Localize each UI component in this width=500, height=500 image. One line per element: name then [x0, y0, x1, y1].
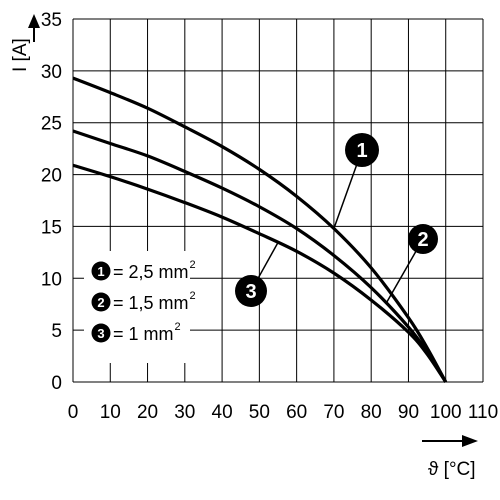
x-axis-arrow-head: [462, 435, 478, 447]
x-tick-label-30: 30: [174, 402, 195, 423]
curve-marker-1: [345, 133, 379, 167]
grid: [72, 18, 484, 383]
legend-label-1: = 2,5 mm: [113, 262, 189, 282]
curve-marker-3: [235, 275, 267, 307]
legend-marker-1: [91, 261, 111, 281]
y-tick-label-20: 20: [41, 166, 62, 187]
y-axis-label: I [A]: [10, 38, 31, 72]
y-tick-label-15: 15: [41, 217, 62, 238]
curve-markers: 1 2 3: [235, 133, 438, 307]
legend-marker-2: [91, 292, 111, 312]
x-tick-label-40: 40: [212, 402, 233, 423]
x-tick-label-50: 50: [249, 402, 270, 423]
y-tick-label-10: 10: [41, 269, 62, 290]
x-tick-label-0: 0: [68, 402, 79, 423]
x-tick-label-110: 110: [468, 402, 498, 423]
curve-marker-number-1: 1: [356, 140, 367, 162]
x-tick-label-60: 60: [286, 402, 307, 423]
y-tick-label-30: 30: [41, 62, 62, 83]
x-axis-label: ϑ [°C]: [428, 459, 476, 480]
y-tick-label-0: 0: [51, 373, 62, 394]
y-tick-label-5: 5: [51, 321, 62, 342]
series-line-1: [72, 76, 448, 383]
x-axis-title: ϑ [°C]: [422, 435, 478, 480]
legend-marker-number-3: 3: [97, 326, 104, 341]
x-tick-label-100: 100: [430, 402, 462, 423]
x-tick-label-10: 10: [100, 402, 121, 423]
legend-label-sup-3: 2: [175, 321, 181, 333]
legend-label-2: = 1,5 mm: [113, 293, 189, 313]
y-tick-label-35: 35: [41, 10, 62, 31]
x-tick-label-20: 20: [137, 402, 158, 423]
x-tick-label-70: 70: [323, 402, 344, 423]
legend-marker-number-2: 2: [97, 295, 104, 310]
legend: 1 = 2,5 mm 22 = 1,5 mm 23 = 1 mm 2: [84, 251, 196, 363]
curve-marker-2: [408, 224, 438, 254]
series-line-2: [72, 129, 448, 383]
legend-label-sup-2: 2: [190, 290, 196, 302]
legend-marker-number-1: 1: [97, 264, 104, 279]
legend-label-3: = 1 mm: [113, 324, 174, 344]
series-lines: [72, 76, 448, 383]
y-axis-title: I [A]: [10, 14, 40, 72]
series-line-3: [72, 163, 448, 383]
x-tick-label-80: 80: [361, 402, 382, 423]
legend-label-sup-1: 2: [190, 259, 196, 271]
y-tick-label-25: 25: [41, 114, 62, 135]
legend-marker-3: [91, 323, 111, 343]
curve-marker-number-2: 2: [417, 229, 428, 251]
y-axis-arrow-head: [28, 14, 40, 28]
tick-labels: 0 10 20 30 40 50 60 70 80 90 100 110 0 5 10 15 20 25 30 35: [41, 10, 498, 423]
curve-marker-number-3: 3: [245, 281, 256, 303]
x-tick-label-90: 90: [398, 402, 419, 423]
